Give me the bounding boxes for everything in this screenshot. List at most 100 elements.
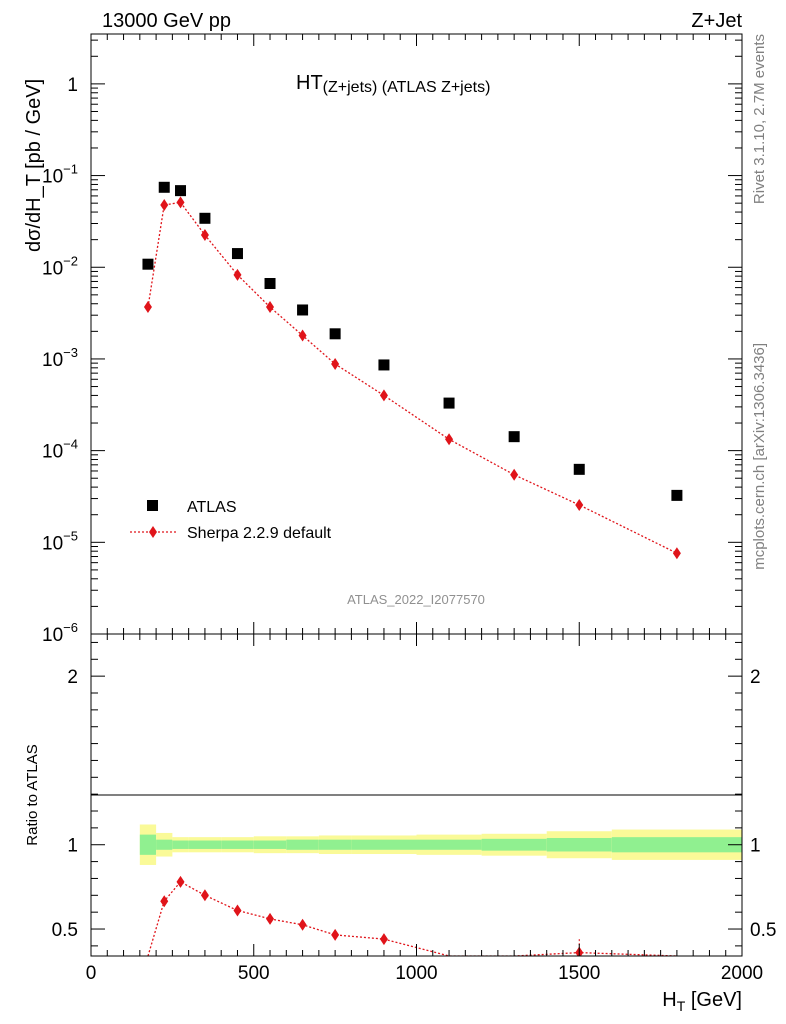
atlas-point — [508, 431, 520, 443]
main-y-tick-label: 10−2 — [42, 253, 78, 279]
sherpa-point — [672, 547, 681, 560]
main-y-axis-label-text: dσ/dH_T [pb / GeV] — [23, 79, 45, 252]
ratio-sherpa-point — [200, 889, 209, 902]
atlas-point — [297, 304, 309, 316]
ratio-band-stat — [253, 840, 287, 849]
x-tick-label: 2000 — [721, 963, 763, 984]
ratio-band-stat — [188, 840, 222, 849]
main-y-tick-base: 1 — [67, 75, 78, 96]
ratio-band-stat — [221, 840, 254, 849]
ratio-band-stat — [416, 839, 482, 850]
ratio-band-stat — [139, 834, 157, 855]
ratio-y-tick-label-right: 0.5 — [750, 920, 776, 941]
ratio-band-stat — [351, 839, 417, 850]
sherpa-point — [331, 358, 340, 371]
ratio-sherpa-point — [160, 895, 169, 908]
main-y-tick-labels: 10−610−510−410−310−210−11 — [42, 75, 78, 646]
ratio-y-tick-labels: 0.5 0.5 1 1 2 2 — [52, 667, 777, 941]
header-right: Z+Jet — [691, 10, 742, 32]
main-frame — [90, 33, 743, 635]
ratio-sherpa-point — [266, 912, 275, 925]
ratio-y-tick-label-left: 0.5 — [52, 920, 78, 941]
side-label-rivet: Rivet 3.1.10, 2.7M events — [751, 34, 768, 204]
main-y-tick-base: 10 — [42, 350, 63, 371]
main-y-tick-base: 10 — [42, 625, 63, 646]
atlas-point — [573, 463, 585, 475]
ratio-sherpa-point — [331, 928, 340, 941]
ratio-sherpa-point — [298, 918, 307, 931]
main-title: HT(Z+jets) (ATLAS Z+jets) — [296, 72, 490, 96]
side-label-mcplots: mcplots.cern.ch [arXiv:1306.3436] — [751, 343, 768, 570]
main-y-tick-exponent: −3 — [63, 345, 78, 360]
ratio-band-stat — [481, 838, 547, 851]
ratio-y-tick-label-right: 1 — [750, 836, 761, 857]
x-tick-labels: 0 500 1000 1500 2000 — [86, 963, 763, 984]
ratio-sherpa-line — [147, 880, 677, 956]
sherpa-point — [233, 268, 242, 281]
legend: ATLAS Sherpa 2.2.9 default — [130, 499, 332, 542]
ratio-sherpa-point — [233, 904, 242, 917]
ratio-band-stat — [172, 840, 189, 849]
ratio-y-tick-label-left: 1 — [67, 836, 78, 857]
x-axis-label-unit: [GeV] — [685, 989, 742, 1011]
x-tick-label: 500 — [238, 963, 270, 984]
main-panel: 10−610−510−410−310−210−11 dσ/dH_T [pb / … — [23, 33, 743, 646]
ratio-band-stat — [611, 837, 742, 853]
atlas-point — [329, 328, 341, 340]
ratio-ticks — [90, 634, 743, 956]
ratio-y-tick-label-left: 2 — [67, 667, 78, 688]
sherpa-point — [200, 228, 209, 241]
sherpa-point — [176, 196, 185, 209]
atlas-point — [671, 489, 683, 501]
main-title-main: HT — [296, 72, 323, 94]
ratio-band-stat — [318, 839, 352, 850]
legend-sherpa-marker — [149, 526, 157, 538]
sherpa-point — [298, 329, 307, 342]
main-title-sub: (Z+jets) (ATLAS Z+jets) — [323, 79, 491, 96]
x-tick-label: 1000 — [395, 963, 437, 984]
sherpa-point — [160, 198, 169, 211]
main-y-tick-label: 10−4 — [42, 437, 78, 463]
x-axis-label: HT [GeV] — [662, 989, 742, 1014]
legend-sherpa-label: Sherpa 2.2.9 default — [187, 525, 332, 542]
ratio-sherpa-point — [379, 933, 388, 946]
atlas-point — [443, 397, 455, 409]
main-y-tick-base: 10 — [42, 167, 63, 188]
atlas-point — [175, 185, 187, 197]
ratio-band-stat — [286, 839, 319, 850]
main-y-tick-base: 10 — [42, 258, 63, 279]
svg-text:dσ/dH_T [pb / GeV]: dσ/dH_T [pb / GeV] — [23, 79, 45, 252]
main-y-tick-exponent: −1 — [63, 162, 78, 177]
sherpa-point — [575, 499, 584, 512]
ratio-reference-band — [139, 824, 742, 865]
main-ticks — [90, 34, 743, 635]
main-y-tick-label: 1 — [67, 75, 78, 96]
sherpa-point — [143, 301, 152, 314]
atlas-point — [378, 359, 390, 371]
x-tick-label: 0 — [86, 963, 97, 984]
ratio-y-tick-label-right: 2 — [750, 667, 761, 688]
main-y-tick-base: 10 — [42, 442, 63, 463]
sherpa-point — [266, 301, 275, 314]
header-left: 13000 GeV pp — [102, 10, 231, 32]
legend-atlas-marker — [147, 500, 158, 511]
ratio-panel: 0.5 0.5 1 1 2 2 0 500 1000 1500 2000 Ratio to ATL… — [24, 633, 777, 1014]
main-y-tick-label: 10−6 — [42, 620, 78, 646]
x-axis-label-sub: T — [677, 998, 686, 1014]
atlas-point — [158, 181, 170, 193]
x-axis-label-main: H — [662, 989, 676, 1011]
sherpa-point — [510, 468, 519, 481]
x-tick-label: 1500 — [558, 963, 600, 984]
main-y-tick-exponent: −2 — [63, 253, 78, 268]
main-y-tick-exponent: −4 — [63, 437, 78, 452]
legend-atlas-label: ATLAS — [187, 499, 237, 516]
main-y-tick-label: 10−3 — [42, 345, 78, 371]
ratio-band-stat — [546, 837, 612, 852]
main-y-tick-exponent: −6 — [63, 620, 78, 635]
atlas-point — [199, 212, 211, 224]
atlas-point — [231, 248, 243, 260]
ratio-sherpa-point — [176, 875, 185, 888]
main-y-tick-exponent: −5 — [63, 528, 78, 543]
sherpa-point — [445, 433, 454, 446]
